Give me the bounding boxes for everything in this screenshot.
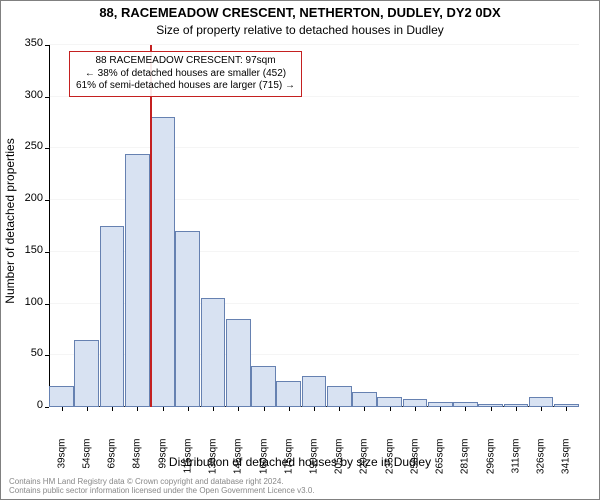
y-tick-label: 50: [3, 347, 43, 359]
x-tick-label: 296sqm: [485, 439, 496, 479]
annotation-line-1: 88 RACEMEADOW CRESCENT: 97sqm: [76, 55, 295, 68]
x-tick-mark: [137, 407, 138, 411]
gridline: [49, 44, 579, 45]
y-tick-mark: [45, 200, 49, 201]
y-tick-label: 100: [3, 296, 43, 308]
x-tick-label: 311sqm: [510, 439, 521, 479]
chart-container: 88, RACEMEADOW CRESCENT, NETHERTON, DUDL…: [0, 0, 600, 500]
x-tick-mark: [188, 407, 189, 411]
x-tick-label: 235sqm: [384, 439, 395, 479]
x-tick-label: 160sqm: [258, 439, 269, 479]
x-tick-label: 39sqm: [56, 439, 67, 479]
plot-area: [49, 45, 579, 407]
histogram-bar: [49, 386, 74, 407]
x-tick-label: 54sqm: [81, 439, 92, 479]
y-tick-label: 300: [3, 89, 43, 101]
y-tick-label: 350: [3, 37, 43, 49]
y-tick-mark: [45, 97, 49, 98]
x-tick-mark: [87, 407, 88, 411]
x-tick-mark: [163, 407, 164, 411]
x-tick-label: 84sqm: [132, 439, 143, 479]
y-tick-label: 250: [3, 140, 43, 152]
y-axis-title: Number of detached properties: [3, 138, 17, 303]
annotation-line-2: ← 38% of detached houses are smaller (45…: [76, 68, 295, 81]
y-tick-label: 150: [3, 244, 43, 256]
x-tick-mark: [289, 407, 290, 411]
histogram-bar: [403, 399, 428, 407]
x-tick-mark: [566, 407, 567, 411]
x-tick-label: 220sqm: [359, 439, 370, 479]
y-axis-line: [49, 45, 50, 407]
y-tick-mark: [45, 45, 49, 46]
chart-subtitle: Size of property relative to detached ho…: [1, 23, 599, 37]
x-tick-mark: [440, 407, 441, 411]
x-tick-label: 130sqm: [208, 439, 219, 479]
histogram-bar: [100, 226, 125, 407]
annotation-box: 88 RACEMEADOW CRESCENT: 97sqm ← 38% of d…: [69, 51, 302, 97]
x-tick-mark: [541, 407, 542, 411]
x-tick-mark: [339, 407, 340, 411]
histogram-bar: [150, 117, 175, 407]
footer-text: Contains HM Land Registry data © Crown c…: [9, 477, 315, 496]
x-tick-label: 99sqm: [157, 439, 168, 479]
x-tick-label: 265sqm: [435, 439, 446, 479]
x-tick-label: 341sqm: [561, 439, 572, 479]
chart-title: 88, RACEMEADOW CRESCENT, NETHERTON, DUDL…: [1, 5, 599, 20]
histogram-bar: [251, 366, 276, 407]
x-tick-mark: [112, 407, 113, 411]
x-tick-label: 281sqm: [460, 439, 471, 479]
y-tick-label: 200: [3, 192, 43, 204]
histogram-bar: [302, 376, 327, 407]
annotation-line-3: 61% of semi-detached houses are larger (…: [76, 80, 295, 93]
x-tick-mark: [238, 407, 239, 411]
x-tick-mark: [264, 407, 265, 411]
x-tick-label: 115sqm: [182, 439, 193, 479]
x-tick-label: 205sqm: [334, 439, 345, 479]
histogram-bar: [352, 392, 377, 408]
y-tick-mark: [45, 304, 49, 305]
x-tick-label: 250sqm: [409, 439, 420, 479]
histogram-bar: [276, 381, 301, 407]
reference-line: [150, 45, 152, 407]
x-tick-label: 190sqm: [309, 439, 320, 479]
x-tick-mark: [314, 407, 315, 411]
footer-line-2: Contains public sector information licen…: [9, 486, 315, 496]
histogram-bar: [327, 386, 352, 407]
x-tick-mark: [516, 407, 517, 411]
x-tick-label: 326sqm: [536, 439, 547, 479]
histogram-bar: [175, 231, 200, 407]
x-tick-label: 145sqm: [233, 439, 244, 479]
x-tick-mark: [465, 407, 466, 411]
x-tick-mark: [415, 407, 416, 411]
y-tick-mark: [45, 407, 49, 408]
x-tick-mark: [364, 407, 365, 411]
x-tick-label: 175sqm: [283, 439, 294, 479]
histogram-bar: [201, 298, 226, 407]
x-tick-mark: [491, 407, 492, 411]
x-tick-label: 69sqm: [107, 439, 118, 479]
y-tick-mark: [45, 148, 49, 149]
y-tick-label: 0: [3, 399, 43, 411]
x-tick-mark: [213, 407, 214, 411]
histogram-bar: [226, 319, 251, 407]
y-tick-mark: [45, 355, 49, 356]
gridline: [49, 147, 579, 148]
histogram-bar: [377, 397, 402, 407]
x-tick-mark: [390, 407, 391, 411]
y-tick-mark: [45, 252, 49, 253]
histogram-bar: [125, 154, 150, 407]
x-tick-mark: [62, 407, 63, 411]
histogram-bar: [74, 340, 99, 407]
histogram-bar: [529, 397, 554, 407]
